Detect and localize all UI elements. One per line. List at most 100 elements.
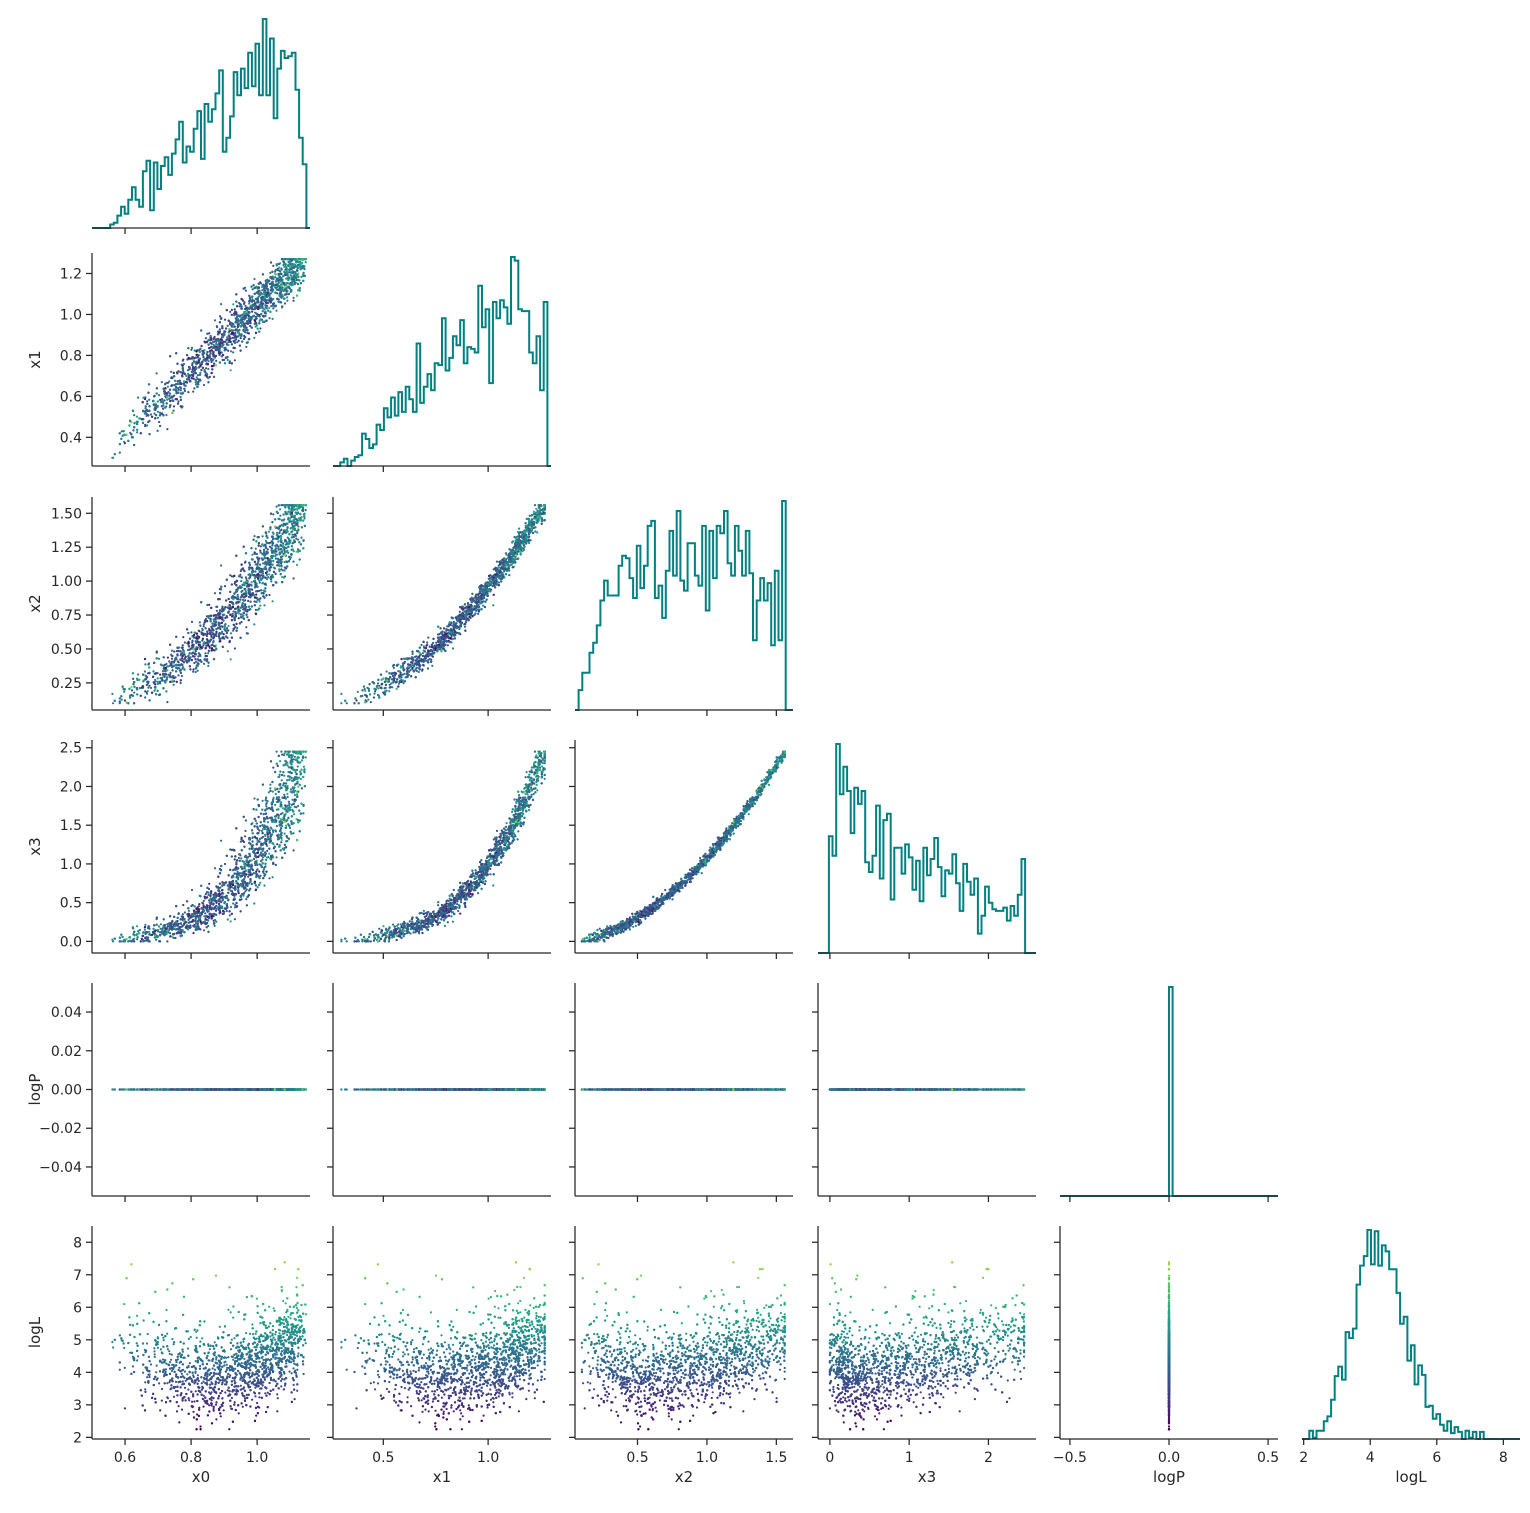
scatter-point xyxy=(205,337,207,339)
scatter-point xyxy=(294,266,296,268)
scatter-point xyxy=(260,282,262,284)
scatter-point xyxy=(201,345,203,347)
scatter-point xyxy=(241,308,243,310)
scatter-point xyxy=(203,625,205,627)
scatter-point xyxy=(296,270,298,272)
scatter-point xyxy=(164,383,166,385)
scatter-point xyxy=(262,303,264,305)
scatter-point xyxy=(287,265,289,267)
panel-x0-vs-x0 xyxy=(92,19,310,234)
scatter-point xyxy=(279,289,281,291)
scatter-point xyxy=(241,322,243,324)
scatter-point xyxy=(280,273,282,275)
scatter-point xyxy=(189,380,191,382)
scatter-point xyxy=(241,333,243,335)
scatter-point xyxy=(220,303,222,305)
scatter-point xyxy=(295,261,297,263)
scatter-point xyxy=(259,327,261,329)
scatter-point xyxy=(258,283,260,285)
scatter-point xyxy=(146,413,148,415)
scatter-point xyxy=(243,330,245,332)
scatter-point xyxy=(246,616,248,618)
scatter-point xyxy=(196,376,198,378)
scatter-point xyxy=(130,433,132,435)
scatter-point xyxy=(276,279,278,281)
scatter-point xyxy=(171,412,173,414)
scatter-point xyxy=(158,394,160,396)
panel-x1-vs-x0: 0.40.60.81.01.2x1 xyxy=(26,253,310,472)
scatter-point xyxy=(245,346,247,348)
scatter-point xyxy=(179,386,181,388)
scatter-point xyxy=(243,288,245,290)
scatter-point xyxy=(240,317,242,319)
scatter-point xyxy=(238,302,240,304)
scatter-point xyxy=(240,337,242,339)
scatter-point xyxy=(286,286,288,288)
scatter-point xyxy=(236,319,238,321)
scatter-point xyxy=(176,363,178,365)
scatter-point xyxy=(281,576,283,578)
scatter-point xyxy=(283,298,285,300)
scatter-point xyxy=(272,513,274,515)
scatter-point xyxy=(164,387,166,389)
scatter-point xyxy=(142,422,144,424)
scatter-point xyxy=(226,339,228,341)
scatter-point xyxy=(281,305,283,307)
scatter-point xyxy=(181,675,183,677)
scatter-point xyxy=(296,258,298,260)
scatter-point xyxy=(227,359,229,361)
scatter-point xyxy=(287,552,289,554)
scatter-point xyxy=(264,304,266,306)
scatter-point xyxy=(198,630,200,632)
scatter-point xyxy=(269,276,271,278)
scatter-point xyxy=(224,623,226,625)
scatter-point xyxy=(154,409,156,411)
scatter-point xyxy=(137,421,139,423)
scatter-point xyxy=(253,278,255,280)
scatter-point xyxy=(192,368,194,370)
scatter-point xyxy=(159,399,161,401)
scatter-point xyxy=(120,438,122,440)
scatter-point xyxy=(151,416,153,418)
scatter-point xyxy=(251,296,253,298)
scatter-point xyxy=(205,367,207,369)
scatter-point xyxy=(248,321,250,323)
scatter-point xyxy=(214,319,216,321)
scatter-point xyxy=(276,506,278,508)
scatter-point xyxy=(229,341,231,343)
scatter-point xyxy=(251,308,253,310)
scatter-point xyxy=(284,274,286,276)
scatter-point xyxy=(133,414,135,416)
scatter-point xyxy=(219,349,221,351)
scatter-point xyxy=(262,535,264,537)
scatter-point xyxy=(281,285,283,287)
scatter-point xyxy=(245,290,247,292)
scatter-point xyxy=(275,284,277,286)
scatter-point xyxy=(296,295,298,297)
scatter-point xyxy=(277,301,279,303)
scatter-point xyxy=(180,371,182,373)
scatter-point xyxy=(270,299,272,301)
scatter-point xyxy=(274,270,276,272)
scatter-point xyxy=(156,372,158,374)
scatter-point xyxy=(173,684,175,686)
scatter-point xyxy=(146,424,148,426)
scatter-point xyxy=(166,701,168,703)
scatter-point xyxy=(157,411,159,413)
scatter-point xyxy=(192,391,194,393)
scatter-point xyxy=(249,311,251,313)
scatter-point xyxy=(164,395,166,397)
scatter-point xyxy=(198,354,200,356)
scatter-point xyxy=(226,309,228,311)
scatter-point xyxy=(279,287,281,289)
scatter-point xyxy=(267,548,269,550)
scatter-point xyxy=(189,366,191,368)
scatter-point xyxy=(243,323,245,325)
scatter-point xyxy=(262,307,264,309)
scatter-point xyxy=(166,402,168,404)
scatter-point xyxy=(161,412,163,414)
scatter-point xyxy=(293,258,295,260)
scatter-point xyxy=(246,307,248,309)
scatter-point xyxy=(221,325,223,327)
scatter-point xyxy=(264,300,266,302)
